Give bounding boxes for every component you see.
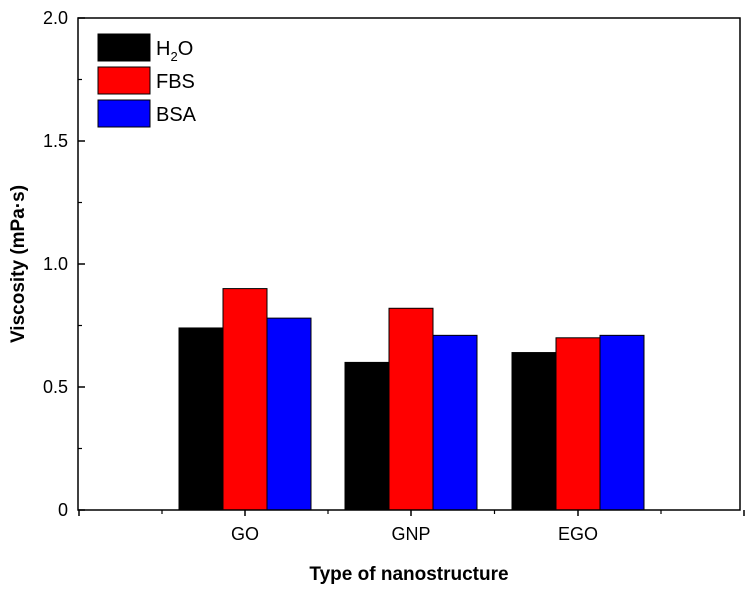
bar-ego-h2o [511, 352, 557, 511]
x-axis-title: Type of nanostructure [309, 564, 508, 585]
x-tick-label-go: GO [231, 524, 259, 544]
x-axis: GO GNP EGO [78, 510, 745, 544]
y-tick-label: 0 [58, 500, 68, 520]
bar-go-bsa [266, 317, 312, 511]
legend: H2O FBS BSA [97, 33, 197, 128]
y-axis-title: Viscosity (mPa·s) [8, 185, 29, 343]
x-tick-label-ego: EGO [558, 524, 598, 544]
x-tick-label-gnp: GNP [391, 524, 430, 544]
y-tick-label: 1.5 [43, 131, 68, 151]
bar-go-h2o [178, 327, 224, 511]
legend-label-fbs: FBS [156, 71, 195, 93]
bar-ego-bsa [599, 334, 645, 511]
legend-label-bsa: BSA [156, 104, 197, 126]
legend-swatch-fbs [97, 66, 151, 95]
bar-gnp-h2o [344, 361, 390, 511]
legend-label-h2o: H2O [156, 38, 193, 64]
legend-swatch-h2o [97, 33, 151, 62]
bar-ego-fbs [555, 337, 601, 511]
bars-group [178, 288, 645, 511]
y-tick-label: 2.0 [43, 8, 68, 28]
y-tick-label: 0.5 [43, 377, 68, 397]
bar-gnp-bsa [432, 334, 478, 511]
legend-swatch-bsa [97, 99, 151, 128]
y-axis: 0 0.5 1.0 1.5 2.0 [43, 8, 85, 520]
y-tick-label: 1.0 [43, 254, 68, 274]
bar-go-fbs [222, 288, 268, 511]
bar-gnp-fbs [388, 307, 434, 511]
